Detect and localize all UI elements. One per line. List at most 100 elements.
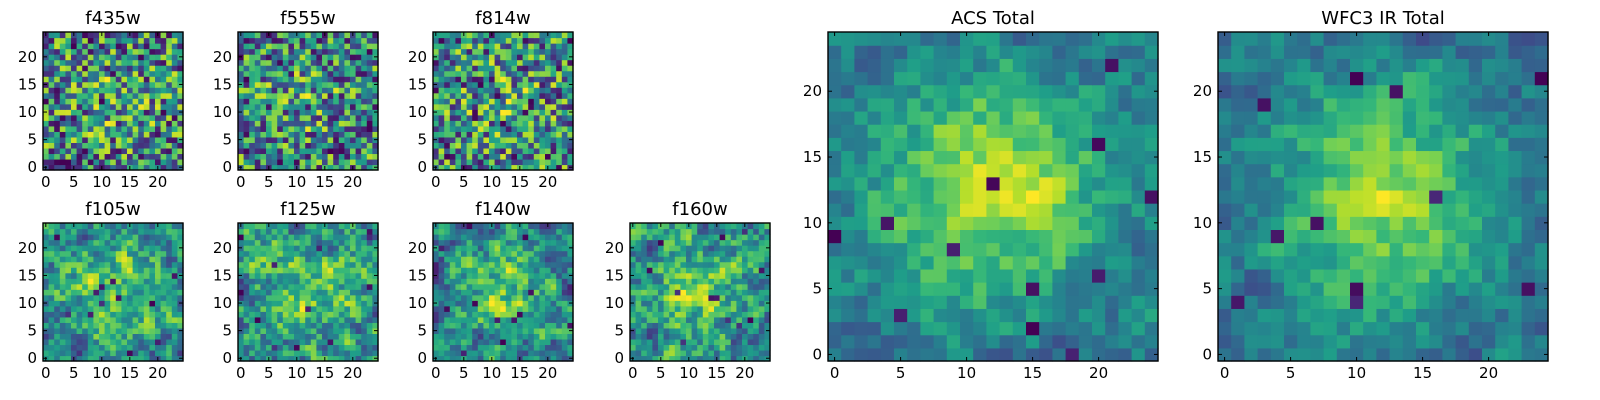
heatmap-cell xyxy=(243,228,250,235)
heatmap-cell xyxy=(65,344,72,351)
heatmap-cell xyxy=(533,327,540,334)
heatmap-cell xyxy=(87,87,94,94)
heatmap-cell xyxy=(104,43,111,50)
heatmap-cell xyxy=(438,272,445,279)
heatmap-cell xyxy=(539,322,546,329)
heatmap-cell xyxy=(155,327,162,334)
heatmap-cell xyxy=(249,147,256,155)
heatmap-cell xyxy=(438,294,445,301)
heatmap-cell xyxy=(841,268,855,283)
heatmap-cell xyxy=(517,228,524,235)
heatmap-cell xyxy=(455,239,462,246)
heatmap-cell xyxy=(115,228,122,235)
heatmap-cell xyxy=(99,327,106,334)
heatmap-cell xyxy=(76,59,83,66)
heatmap-cell xyxy=(533,120,540,127)
heatmap-cell xyxy=(121,283,128,290)
heatmap-cell xyxy=(494,48,501,55)
heatmap-cell xyxy=(288,54,295,61)
heatmap-cell xyxy=(149,142,156,149)
heatmap-cell xyxy=(472,322,479,329)
heatmap-cell xyxy=(920,189,935,204)
heatmap-cell xyxy=(350,43,357,50)
heatmap-cell xyxy=(171,70,178,77)
heatmap-cell xyxy=(127,289,134,296)
heatmap-cell xyxy=(59,278,66,285)
heatmap-cell xyxy=(550,158,557,166)
heatmap-cell xyxy=(48,228,55,235)
heatmap-cell xyxy=(160,333,167,340)
panel-title: f125w xyxy=(280,199,335,220)
heatmap-cell xyxy=(708,294,715,301)
heatmap-cell xyxy=(697,283,704,290)
heatmap-cell xyxy=(333,48,340,55)
heatmap-cell xyxy=(355,120,362,127)
heatmap-cell xyxy=(71,322,78,329)
heatmap-cell xyxy=(299,294,306,301)
heatmap-cell xyxy=(511,164,518,171)
heatmap-cell xyxy=(177,153,184,160)
heatmap-cell xyxy=(243,59,250,66)
heatmap-cell xyxy=(299,32,306,39)
heatmap-cell xyxy=(121,278,128,285)
heatmap-cell xyxy=(1052,229,1067,244)
heatmap-cell xyxy=(472,333,479,340)
heatmap-cell xyxy=(455,333,462,340)
heatmap-cell xyxy=(1078,334,1093,349)
heatmap-cell xyxy=(550,98,557,105)
heatmap-cell xyxy=(288,355,295,362)
heatmap-cell xyxy=(110,147,117,155)
heatmap-cell xyxy=(641,338,648,346)
heatmap-cell xyxy=(511,338,518,346)
heatmap-cell xyxy=(338,272,345,279)
heatmap-cell xyxy=(477,70,484,77)
heatmap-cell xyxy=(455,234,462,241)
heatmap-cell xyxy=(714,267,721,274)
heatmap-cell xyxy=(438,333,445,340)
axes-frame xyxy=(42,31,184,171)
heatmap-cell xyxy=(65,305,72,312)
heatmap-cell xyxy=(127,283,134,290)
heatmap-cell xyxy=(545,48,552,55)
heatmap-cell xyxy=(567,239,574,246)
heatmap-cell xyxy=(316,327,323,334)
heatmap-cell xyxy=(505,349,512,357)
heatmap-cell xyxy=(87,338,94,346)
heatmap-cell xyxy=(115,261,122,268)
heatmap-cell xyxy=(338,234,345,241)
heatmap-cell xyxy=(82,120,89,127)
heatmap-cell xyxy=(43,87,50,94)
heatmap-cell xyxy=(466,311,473,318)
heatmap-cell xyxy=(171,43,178,50)
heatmap-cell xyxy=(522,311,529,318)
heatmap-cell xyxy=(556,87,563,94)
heatmap-cell xyxy=(556,294,563,301)
heatmap-cell xyxy=(149,76,156,83)
heatmap-cell xyxy=(260,283,267,290)
heatmap-cell xyxy=(719,294,726,301)
heatmap-cell xyxy=(288,250,295,257)
heatmap-cell xyxy=(556,239,563,246)
heatmap-cell xyxy=(674,278,681,285)
heatmap-cell xyxy=(54,333,61,340)
heatmap-cell xyxy=(93,311,100,318)
heatmap-cell xyxy=(946,242,961,257)
heatmap-cell xyxy=(461,59,468,66)
heatmap-cell xyxy=(138,103,145,110)
heatmap-cell xyxy=(76,120,83,127)
heatmap-cell xyxy=(59,239,66,246)
heatmap-cell xyxy=(254,48,261,55)
heatmap-cell xyxy=(500,81,507,88)
heatmap-cell xyxy=(160,344,167,351)
heatmap-cell xyxy=(260,355,267,362)
heatmap-cell xyxy=(59,120,66,127)
heatmap-cell xyxy=(76,272,83,279)
heatmap-cell xyxy=(350,316,357,323)
heatmap-cell xyxy=(539,76,546,83)
heatmap-cell xyxy=(171,349,178,357)
heatmap-cell xyxy=(132,76,139,83)
heatmap-cell xyxy=(444,333,451,340)
heatmap-cell xyxy=(160,294,167,301)
heatmap-cell xyxy=(719,223,726,230)
heatmap-cell xyxy=(54,278,61,285)
